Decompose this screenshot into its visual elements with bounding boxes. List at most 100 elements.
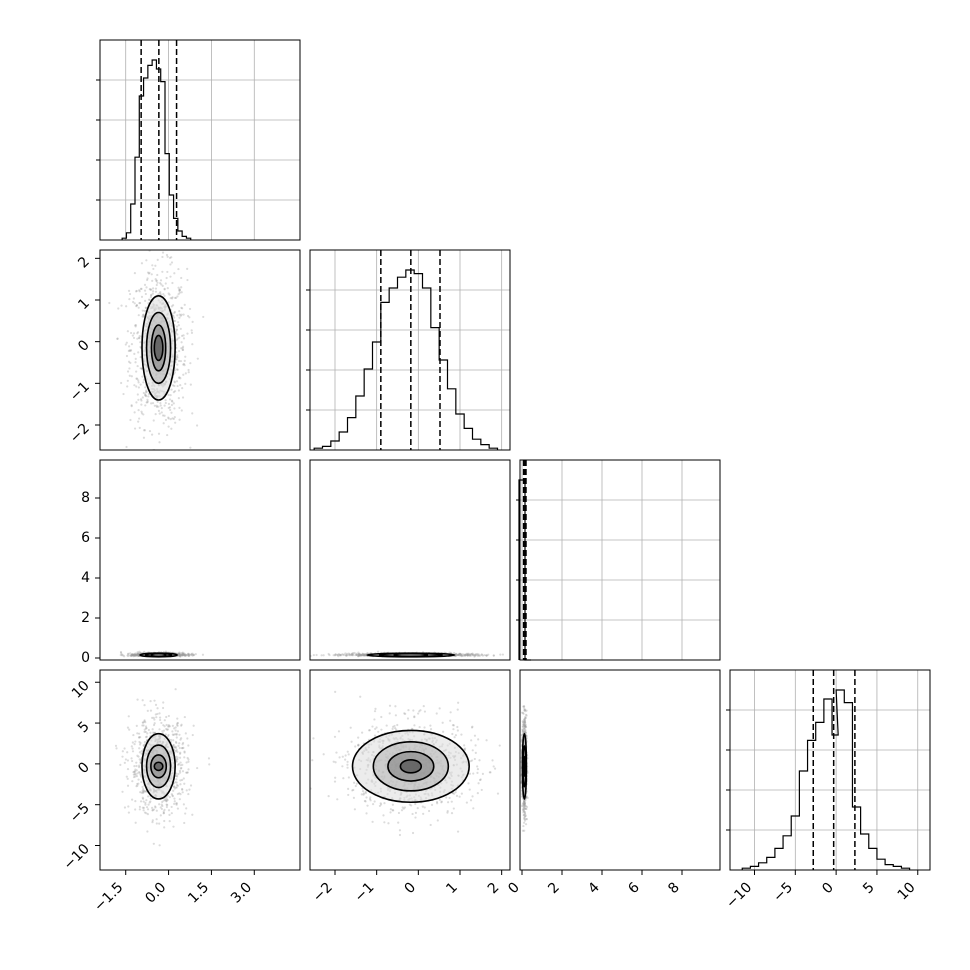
scatter-point: [178, 313, 181, 316]
scatter-point: [145, 395, 148, 398]
scatter-point: [150, 293, 153, 297]
scatter-point: [170, 403, 174, 407]
scatter-point: [138, 743, 142, 746]
scatter-point: [451, 724, 455, 727]
scatter-point: [167, 714, 170, 718]
scatter-point: [311, 759, 314, 762]
scatter-point: [163, 414, 166, 417]
scatter-point: [176, 722, 179, 725]
scatter-point: [477, 782, 480, 785]
scatter-point: [129, 331, 133, 335]
scatter-point: [160, 411, 163, 414]
scatter-point: [127, 360, 131, 363]
scatter-point: [187, 654, 190, 657]
scatter-point: [165, 799, 168, 803]
scatter-point: [459, 653, 462, 656]
scatter-point: [352, 654, 355, 657]
scatter-point: [525, 818, 529, 821]
contour-3: [141, 295, 176, 401]
contour-0: [153, 761, 164, 772]
histogram-1: [313, 269, 499, 450]
scatter-point: [473, 655, 476, 658]
scatter-point: [459, 653, 462, 656]
scatter-point: [458, 795, 461, 798]
scatter-point: [185, 654, 188, 657]
scatter-point: [178, 336, 181, 339]
scatter-point: [468, 654, 471, 657]
scatter-point: [491, 759, 494, 762]
scatter-point: [401, 806, 404, 809]
scatter-point: [492, 765, 495, 768]
scatter-point: [337, 730, 341, 733]
scatter-point: [391, 727, 394, 731]
scatter-point: [368, 729, 371, 732]
scatter-point: [360, 653, 363, 657]
scatter-point: [180, 291, 183, 294]
scatter-point: [406, 717, 410, 720]
scatter-point: [125, 305, 128, 308]
scatter-point: [186, 267, 189, 270]
scatter-point: [168, 293, 171, 296]
scatter-point: [137, 314, 140, 317]
scatter-point: [144, 404, 147, 407]
scatter-point: [173, 727, 176, 730]
scatter-point: [144, 394, 147, 397]
scatter-point: [363, 654, 366, 657]
scatter-point: [338, 654, 342, 657]
scatter-point: [134, 821, 137, 824]
scatter-point: [345, 654, 348, 657]
scatter-point: [143, 289, 147, 292]
scatter-point: [134, 324, 138, 327]
scatter-point: [191, 654, 194, 657]
scatter-point: [129, 349, 132, 352]
scatter-point: [142, 744, 145, 747]
scatter-point: [478, 759, 481, 762]
scatter-point: [463, 653, 466, 656]
scatter-point: [453, 651, 456, 655]
scatter-point: [168, 813, 171, 817]
scatter-point: [474, 751, 477, 755]
scatter-point: [126, 767, 130, 771]
scatter-point: [176, 721, 180, 725]
scatter-point: [178, 291, 181, 294]
scatter-point: [133, 352, 136, 355]
scatter-point: [167, 292, 170, 295]
scatter-point: [167, 406, 170, 410]
scatter-point: [160, 721, 163, 725]
scatter-point: [427, 809, 431, 813]
scatter-point: [175, 357, 178, 361]
scatter-point: [175, 736, 178, 739]
scatter-point: [363, 652, 366, 656]
scatter-point: [361, 653, 364, 656]
scatter-point: [476, 652, 479, 656]
scatter-point: [472, 653, 475, 657]
scatter-point: [181, 654, 184, 657]
scatter-point: [358, 652, 361, 655]
scatter-point: [166, 798, 169, 802]
scatter-point: [453, 736, 456, 739]
scatter-point: [166, 255, 169, 258]
scatter-point: [524, 725, 527, 728]
scatter-point: [193, 653, 196, 656]
scatter-point: [403, 806, 407, 809]
scatter-point: [152, 808, 156, 811]
scatter-point: [523, 722, 527, 725]
scatter-point: [373, 718, 376, 721]
scatter-point: [176, 784, 180, 787]
scatter-point: [127, 653, 130, 656]
scatter-point: [460, 654, 463, 657]
scatter-point: [394, 705, 397, 708]
scatter-point: [463, 654, 466, 657]
scatter-point: [130, 654, 134, 657]
scatter-point: [177, 652, 181, 656]
scatter-point: [130, 654, 133, 657]
scatter-point: [374, 727, 377, 731]
scatter-point: [459, 652, 462, 655]
scatter-point: [187, 760, 190, 763]
scatter-point: [414, 802, 417, 806]
scatter-point: [476, 768, 480, 771]
scatter-point: [483, 653, 486, 657]
scatter-point: [172, 402, 175, 405]
scatter-point: [162, 799, 165, 802]
scatter-point: [353, 808, 356, 811]
